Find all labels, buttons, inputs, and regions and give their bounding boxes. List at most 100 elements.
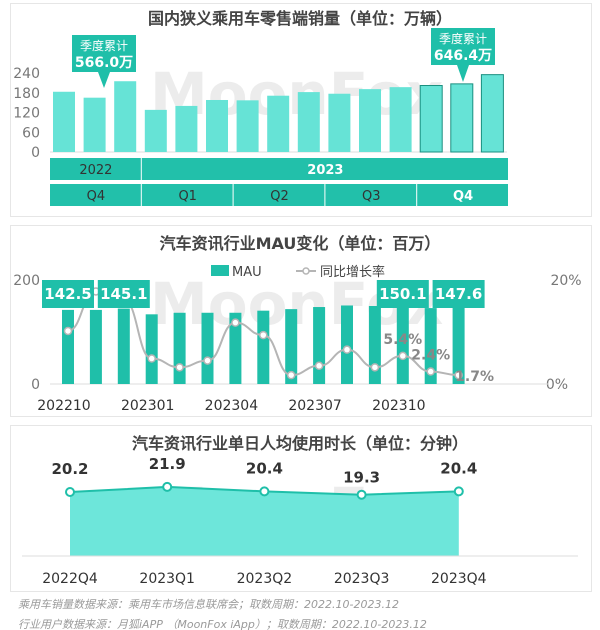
quarter-label: Q3 bbox=[362, 189, 381, 204]
growth-label: 5.4% bbox=[383, 332, 422, 348]
quarter-band bbox=[417, 184, 508, 206]
mau-bar bbox=[452, 307, 465, 384]
mau-bar bbox=[117, 308, 130, 384]
mau-bar bbox=[285, 309, 298, 384]
chart-title: 国内狭义乘用车零售端销量（单位：万辆） bbox=[148, 9, 452, 28]
year-band bbox=[141, 158, 509, 180]
sales-bar bbox=[144, 109, 167, 152]
x-tick-label: 2023Q3 bbox=[334, 571, 390, 587]
x-tick-label: 2023Q4 bbox=[431, 571, 487, 587]
mau-bar bbox=[62, 309, 74, 384]
footer-user-source: 行业用户数据来源：月狐iAPP （MoonFox iApp）；取数周期：2022… bbox=[18, 618, 427, 630]
sales-bar bbox=[450, 83, 474, 153]
mau-label: 150.1 bbox=[379, 285, 426, 303]
y-tick-label: 60 bbox=[22, 125, 40, 141]
quarter-label: Q1 bbox=[178, 189, 197, 204]
x-tick-label: 2023Q2 bbox=[237, 571, 293, 587]
sales-bar bbox=[206, 99, 228, 152]
growth-marker bbox=[398, 351, 408, 361]
legend-growth-label: 同比增长率 bbox=[320, 264, 385, 280]
legend-growth-marker bbox=[302, 267, 310, 275]
sales-bar bbox=[389, 87, 412, 152]
legend-mau-swatch bbox=[211, 265, 229, 276]
usage-marker bbox=[65, 487, 75, 497]
mau-bar bbox=[424, 308, 437, 384]
footer-sales-source: 乘用车销量数据来源：乘用车市场信息联席会；取数周期：2022.10-2023.1… bbox=[18, 598, 399, 611]
x-tick-label: 202307 bbox=[288, 398, 341, 414]
growth-marker bbox=[286, 370, 296, 380]
growth-marker bbox=[370, 363, 380, 372]
growth-marker bbox=[63, 326, 73, 336]
y-tick-label: 0 bbox=[31, 145, 40, 161]
quarter-band bbox=[233, 184, 325, 206]
mau-bar bbox=[396, 305, 409, 384]
mau-label: 145.1 bbox=[100, 285, 147, 303]
mau-bar bbox=[145, 314, 158, 384]
growth-marker bbox=[342, 345, 352, 354]
y-tick-label: 180 bbox=[13, 86, 40, 102]
x-tick-label: 202310 bbox=[372, 398, 425, 414]
y2-tick-label: 0% bbox=[546, 377, 568, 393]
usage-marker bbox=[356, 489, 367, 500]
growth-label: 2.4% bbox=[411, 348, 450, 364]
year-label: 2022 bbox=[79, 163, 112, 178]
sales-bar bbox=[328, 93, 351, 152]
year-band bbox=[50, 158, 141, 180]
sales-bar bbox=[419, 85, 443, 153]
callout-value: 646.4万 bbox=[434, 48, 492, 64]
growth-label: 1.7% bbox=[455, 369, 494, 385]
callout-box bbox=[72, 35, 136, 88]
growth-marker bbox=[314, 361, 324, 371]
quarter-band bbox=[141, 184, 233, 206]
mau-bar bbox=[368, 306, 381, 384]
y-tick-label: 240 bbox=[13, 66, 40, 82]
y-tick-label: 200 bbox=[13, 273, 40, 289]
mau-label: 142.5 bbox=[44, 285, 91, 303]
sales-bar bbox=[53, 91, 75, 152]
chart-title: 汽车资讯行业单日人均使用时长（单位：分钟） bbox=[132, 434, 468, 453]
sales-bar bbox=[114, 81, 137, 152]
sales-bar bbox=[175, 105, 198, 152]
y2-tick-label: 20% bbox=[550, 273, 581, 289]
sales-bar bbox=[236, 100, 259, 152]
y-tick-label: 0 bbox=[31, 377, 40, 393]
legend-mau-label: MAU bbox=[232, 265, 262, 280]
usage-value-label: 20.2 bbox=[51, 460, 88, 478]
sales-bar bbox=[359, 89, 381, 152]
x-tick-label: 202301 bbox=[121, 398, 174, 414]
sales-bar bbox=[297, 92, 320, 152]
year-label: 2023 bbox=[307, 163, 343, 178]
sales-bar bbox=[480, 74, 504, 153]
usage-value-label: 19.3 bbox=[343, 469, 380, 487]
mau-label-box bbox=[376, 280, 429, 308]
usage-marker bbox=[259, 486, 270, 497]
usage-value-label: 20.4 bbox=[246, 459, 283, 477]
chart-title: 汽车资讯行业MAU变化（单位：百万） bbox=[160, 234, 441, 253]
growth-marker bbox=[426, 367, 435, 376]
sales-bar bbox=[267, 95, 290, 152]
mau-panel bbox=[10, 225, 592, 417]
sales-bar bbox=[83, 97, 106, 152]
quarter-label: Q2 bbox=[270, 189, 289, 204]
usage-value-label: 21.9 bbox=[149, 455, 186, 473]
x-tick-label: 202304 bbox=[205, 398, 259, 414]
growth-marker bbox=[203, 356, 212, 365]
callout-title: 季度累计 bbox=[439, 31, 487, 46]
callout-box bbox=[431, 28, 495, 82]
mau-label-box bbox=[42, 280, 94, 308]
y-tick-label: 120 bbox=[13, 106, 40, 122]
mau-bar bbox=[201, 312, 214, 384]
quarter-label: Q4 bbox=[87, 189, 106, 204]
x-tick-label: 2022Q4 bbox=[42, 571, 98, 587]
quarter-band bbox=[325, 184, 417, 206]
mau-label-box bbox=[432, 280, 485, 308]
growth-marker bbox=[231, 318, 240, 327]
callout-value: 566.0万 bbox=[75, 55, 133, 71]
growth-marker bbox=[259, 330, 268, 340]
callout-title: 季度累计 bbox=[80, 38, 128, 53]
mau-label: 147.6 bbox=[435, 285, 482, 303]
mau-bar bbox=[257, 310, 270, 384]
mau-bar bbox=[89, 309, 102, 384]
growth-marker bbox=[147, 354, 156, 363]
